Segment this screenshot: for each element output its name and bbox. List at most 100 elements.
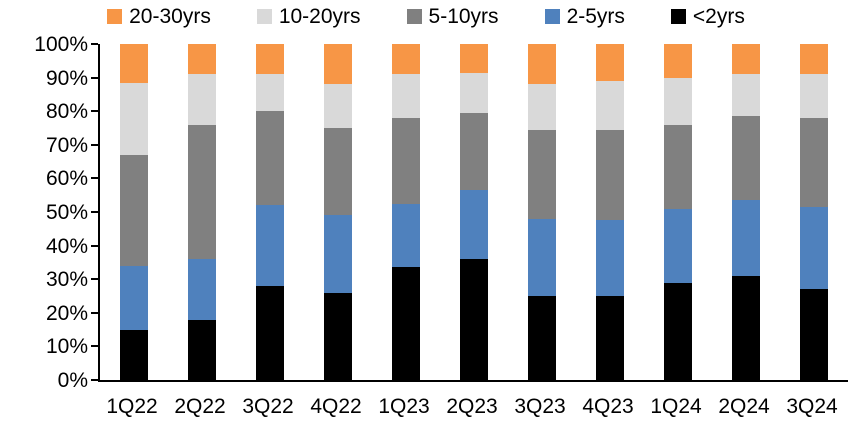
x-axis-label: 2Q22: [174, 395, 226, 418]
bar-segment-5-10yrs: [256, 111, 284, 206]
bar-segment-10-20yrs: [256, 74, 284, 112]
bar-segment-10-20yrs: [460, 72, 488, 113]
legend-swatch-icon: [256, 9, 272, 24]
legend-label: 20-30yrs: [129, 5, 211, 28]
bar-4q22: [324, 44, 352, 380]
bar-segment-2yrs: [528, 296, 556, 380]
y-tick-mark: [91, 211, 98, 213]
bar-segment-20-30yrs: [392, 44, 420, 75]
bar-segment-20-30yrs: [324, 44, 352, 85]
y-tick-mark: [91, 379, 98, 381]
legend-label: <2yrs: [692, 5, 745, 28]
x-axis-label: 2Q23: [446, 395, 498, 418]
legend-label: 10-20yrs: [278, 5, 361, 28]
bar-segment-20-30yrs: [188, 44, 216, 75]
bar-segment-2-5yrs: [256, 205, 284, 286]
bar-segment-20-30yrs: [596, 44, 624, 81]
x-axis-label: 4Q22: [310, 395, 362, 418]
bar-segment-10-20yrs: [596, 80, 624, 130]
bar-1q23: [392, 44, 420, 380]
bar-segment-2-5yrs: [528, 218, 556, 296]
bar-4q23: [596, 44, 624, 380]
x-axis-label: 1Q22: [106, 395, 158, 418]
bar-segment-2-5yrs: [800, 206, 828, 290]
bar-segment-2yrs: [596, 296, 624, 380]
bar-segment-5-10yrs: [392, 117, 420, 204]
bar-segment-2yrs: [120, 329, 148, 380]
x-axis-label: 2Q24: [718, 395, 770, 418]
bar-segment-20-30yrs: [664, 44, 692, 78]
y-axis-label: 90%: [45, 66, 88, 90]
bar-segment-2-5yrs: [732, 200, 760, 276]
bar-segment-2-5yrs: [188, 259, 216, 320]
legend-swatch-icon: [544, 9, 560, 24]
bar-segment-2yrs: [800, 289, 828, 380]
bar-segment-2yrs: [256, 285, 284, 380]
plot-area: [98, 44, 848, 382]
bar-segment-2yrs: [664, 282, 692, 380]
bars-container: [100, 44, 848, 380]
bar-segment-2yrs: [392, 267, 420, 380]
y-axis-label: 0%: [57, 369, 88, 392]
bar-segment-2yrs: [188, 319, 216, 380]
y-axis-label: 70%: [45, 133, 88, 157]
bar-3q22: [256, 44, 284, 380]
legend-item-20-30yrs: 20-30yrs: [107, 6, 211, 27]
x-axis-label: 4Q23: [582, 395, 634, 418]
bar-segment-5-10yrs: [732, 116, 760, 201]
bar-segment-20-30yrs: [120, 44, 148, 83]
y-tick-mark: [91, 311, 98, 314]
y-axis-label: 50%: [45, 201, 88, 224]
bar-segment-5-10yrs: [664, 124, 692, 209]
legend-item-10-20yrs: 10-20yrs: [256, 5, 361, 28]
legend-label: 2-5yrs: [566, 5, 625, 28]
y-axis-label: 60%: [45, 167, 88, 191]
bar-segment-2-5yrs: [664, 208, 692, 283]
x-axis-label: 1Q23: [378, 395, 430, 418]
legend-item-5-10yrs: 5-10yrs: [406, 5, 499, 28]
bar-segment-10-20yrs: [392, 74, 420, 118]
legend-item-2yrs: <2yrs: [670, 5, 745, 28]
y-tick-mark: [91, 76, 98, 79]
bar-segment-5-10yrs: [596, 129, 624, 221]
x-axis-label: 3Q23: [514, 395, 566, 418]
bar-segment-2yrs: [460, 259, 488, 380]
y-axis-label: 100%: [34, 33, 88, 56]
bar-segment-10-20yrs: [800, 74, 828, 118]
y-axis-tick-labels: 0% 10% 20% 30% 40% 50% 60% 70% 80% 90% 100%: [0, 34, 88, 391]
x-axis-label: 3Q22: [242, 395, 294, 418]
bar-segment-10-20yrs: [664, 77, 692, 125]
bar-segment-10-20yrs: [120, 82, 148, 155]
y-axis-label: 40%: [45, 234, 88, 258]
y-tick-mark: [91, 244, 98, 247]
bar-segment-5-10yrs: [324, 128, 352, 216]
chart-legend: 20-30yrs 10-20yrs 5-10yrs 2-5yrs <2yrs: [0, 6, 852, 27]
y-axis-label: 80%: [45, 100, 88, 124]
y-axis-label: 30%: [45, 268, 88, 292]
y-tick-mark: [91, 345, 98, 348]
bar-segment-5-10yrs: [188, 124, 216, 260]
legend-label: 5-10yrs: [428, 5, 499, 28]
y-tick-mark: [91, 110, 98, 113]
y-tick-mark: [91, 143, 98, 146]
bar-2q22: [188, 44, 216, 380]
x-axis-label: 1Q24: [650, 395, 702, 418]
bar-segment-2-5yrs: [460, 190, 488, 260]
bar-segment-2-5yrs: [392, 203, 420, 268]
y-tick-mark: [91, 278, 98, 281]
bar-segment-2-5yrs: [596, 220, 624, 296]
bar-1q22: [120, 44, 148, 380]
bar-segment-10-20yrs: [732, 74, 760, 117]
y-axis-label: 20%: [45, 301, 88, 325]
y-tick-mark: [91, 43, 98, 45]
x-axis-tick-labels: 1Q22 2Q22 3Q22 4Q22 1Q23 2Q23 3Q23 4Q23 1Q24 2Q24…: [98, 394, 846, 419]
bar-segment-20-30yrs: [800, 44, 828, 75]
bar-1q24: [664, 44, 692, 380]
legend-swatch-icon: [406, 9, 422, 24]
bar-segment-20-30yrs: [732, 44, 760, 75]
bar-segment-2yrs: [324, 292, 352, 380]
bar-segment-5-10yrs: [528, 129, 556, 219]
bar-segment-2-5yrs: [324, 215, 352, 293]
y-tick-mark: [91, 177, 98, 180]
